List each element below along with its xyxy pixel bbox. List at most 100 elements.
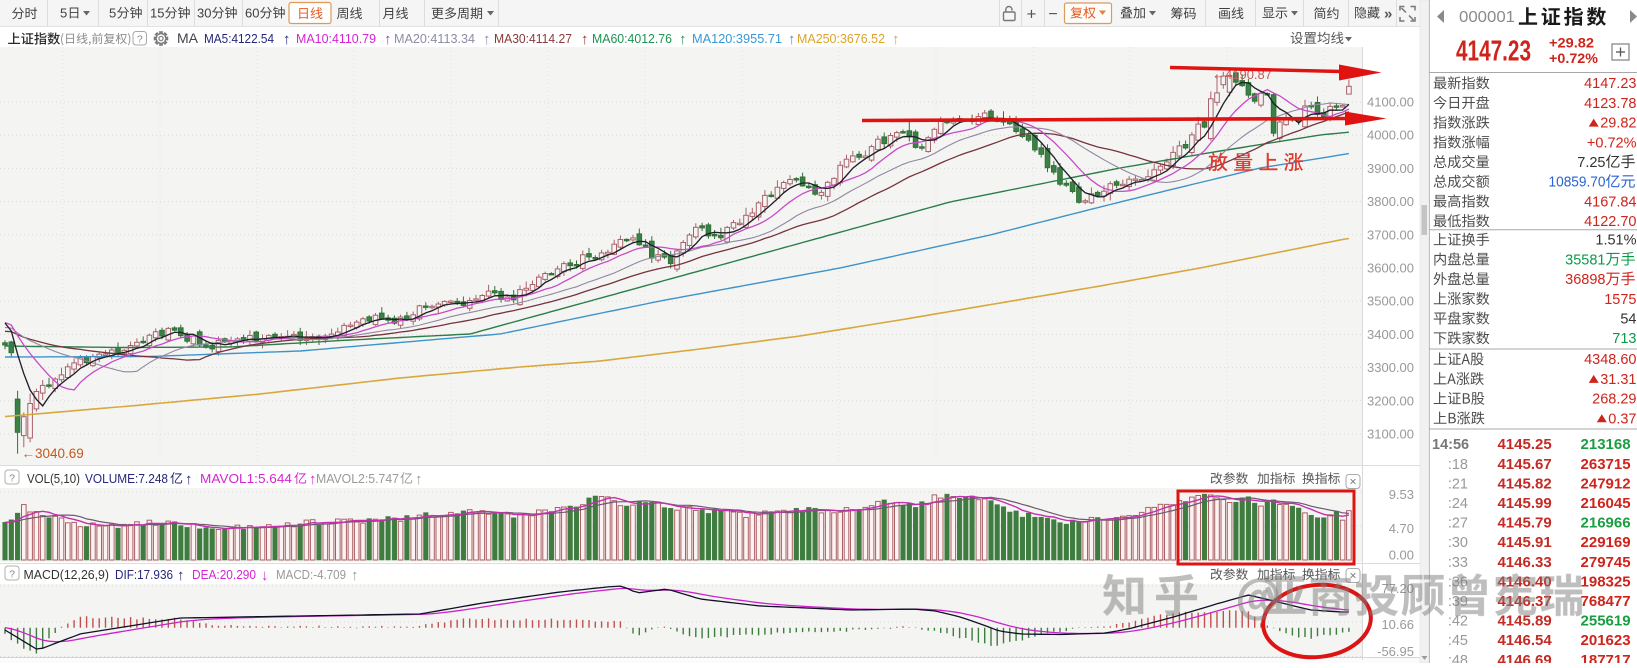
svg-text::21: :21 <box>1448 476 1468 492</box>
svg-text:?: ? <box>9 473 15 485</box>
svg-text:3300.00: 3300.00 <box>1367 360 1414 375</box>
svg-text:1.51%: 1.51% <box>1595 233 1636 249</box>
svg-text:14:56: 14:56 <box>1432 437 1469 453</box>
svg-text:4147.23: 4147.23 <box>1456 36 1531 68</box>
svg-text:?: ? <box>137 34 143 46</box>
svg-text:198325: 198325 <box>1581 573 1631 590</box>
svg-text:7.25: 7.25 <box>1577 155 1605 171</box>
svg-text:4348.60: 4348.60 <box>1584 352 1636 368</box>
svg-text:0.00: 0.00 <box>1389 548 1414 563</box>
svg-text:MAVOL1:5.644: MAVOL1:5.644 <box>200 471 292 486</box>
svg-text:←3040.69: ←3040.69 <box>22 446 84 461</box>
svg-text:−: − <box>1048 6 1057 23</box>
svg-text:4145.91: 4145.91 <box>1497 534 1551 551</box>
svg-text:9.53: 9.53 <box>1389 487 1414 502</box>
svg-text:3400.00: 3400.00 <box>1367 327 1414 342</box>
svg-text:1575: 1575 <box>1604 292 1636 308</box>
svg-text:↑: ↑ <box>788 31 796 48</box>
svg-text:4145.67: 4145.67 <box>1497 456 1551 473</box>
svg-text:MA20:4113.34: MA20:4113.34 <box>394 31 475 46</box>
svg-text:4145.99: 4145.99 <box>1497 495 1551 512</box>
svg-text:4145.25: 4145.25 <box>1497 436 1551 453</box>
svg-text:36898: 36898 <box>1565 272 1605 288</box>
svg-text:VOLUME:7.248: VOLUME:7.248 <box>85 471 168 486</box>
svg-text:10.66: 10.66 <box>1381 617 1414 632</box>
svg-text:31.31: 31.31 <box>1600 372 1636 388</box>
svg-text:MA60:4012.76: MA60:4012.76 <box>592 31 672 46</box>
svg-text:+29.82: +29.82 <box>1549 35 1594 51</box>
svg-text:MA5:4122.54: MA5:4122.54 <box>204 31 274 46</box>
svg-text:×: × <box>1349 475 1356 489</box>
svg-text:268.29: 268.29 <box>1592 392 1636 408</box>
svg-text::33: :33 <box>1448 555 1468 571</box>
svg-text:↑: ↑ <box>679 31 687 48</box>
svg-text:4167.84: 4167.84 <box>1584 194 1636 210</box>
svg-text:4122.70: 4122.70 <box>1584 214 1636 230</box>
svg-text::42: :42 <box>1448 614 1468 630</box>
svg-text::48: :48 <box>1448 653 1468 663</box>
svg-text:255619: 255619 <box>1581 613 1631 630</box>
svg-text:MACD(12,26,9): MACD(12,26,9) <box>24 567 110 582</box>
svg-text:3500.00: 3500.00 <box>1367 294 1414 309</box>
svg-text:5: 5 <box>109 6 116 21</box>
svg-text:↑: ↑ <box>309 471 317 488</box>
svg-text:60: 60 <box>245 6 259 21</box>
svg-text:MA120:3955.71: MA120:3955.71 <box>692 31 782 46</box>
svg-text:35581: 35581 <box>1565 252 1605 268</box>
svg-text:4145.89: 4145.89 <box>1497 613 1551 630</box>
svg-text:187717: 187717 <box>1581 652 1631 663</box>
svg-text:4000.00: 4000.00 <box>1367 128 1414 143</box>
svg-text:↑: ↑ <box>415 471 423 488</box>
svg-text:?: ? <box>9 569 15 581</box>
svg-text:MA250:3676.52: MA250:3676.52 <box>797 31 885 46</box>
svg-text:4147.23: 4147.23 <box>1584 76 1636 92</box>
svg-text:0.37: 0.37 <box>1608 411 1636 427</box>
svg-text::27: :27 <box>1448 516 1468 532</box>
svg-text:MA10:4110.79: MA10:4110.79 <box>296 31 376 46</box>
svg-text:201623: 201623 <box>1581 632 1631 649</box>
svg-text:10859.70: 10859.70 <box>1549 175 1606 191</box>
svg-text:247912: 247912 <box>1581 475 1631 492</box>
svg-text:MACD:-4.709: MACD:-4.709 <box>276 567 346 582</box>
svg-text:DEA:20.290: DEA:20.290 <box>192 567 256 582</box>
svg-text::45: :45 <box>1448 633 1468 649</box>
svg-text:↑: ↑ <box>581 31 589 48</box>
svg-text::24: :24 <box>1448 496 1468 512</box>
svg-text:↑: ↑ <box>351 567 359 584</box>
svg-text:29.82: 29.82 <box>1600 116 1636 132</box>
svg-text:+0.72%: +0.72% <box>1587 135 1637 151</box>
svg-text::30: :30 <box>1448 535 1468 551</box>
svg-text:»: » <box>1384 6 1392 23</box>
svg-text:DIF:17.936: DIF:17.936 <box>115 567 173 582</box>
svg-text:-56.95: -56.95 <box>1377 644 1414 659</box>
svg-text:4146.69: 4146.69 <box>1497 652 1551 663</box>
svg-text:54: 54 <box>1620 312 1636 328</box>
svg-text:216966: 216966 <box>1581 515 1631 532</box>
svg-text:15: 15 <box>150 6 164 21</box>
svg-text:213168: 213168 <box>1581 436 1631 453</box>
svg-text:768477: 768477 <box>1581 593 1631 610</box>
svg-text:3700.00: 3700.00 <box>1367 227 1414 242</box>
svg-text:MA30:4114.27: MA30:4114.27 <box>494 31 572 46</box>
svg-text:3900.00: 3900.00 <box>1367 161 1414 176</box>
svg-text:↑: ↑ <box>483 31 491 48</box>
svg-text:×: × <box>1349 569 1356 583</box>
svg-text:3100.00: 3100.00 <box>1367 427 1414 442</box>
svg-text:↑: ↑ <box>283 31 291 48</box>
svg-text:↑: ↑ <box>185 471 193 488</box>
svg-text::18: :18 <box>1448 457 1468 473</box>
svg-text:216045: 216045 <box>1581 495 1631 512</box>
svg-text:4100.00: 4100.00 <box>1367 95 1414 110</box>
svg-text:4146.54: 4146.54 <box>1497 632 1552 649</box>
svg-text:4146.33: 4146.33 <box>1497 554 1551 571</box>
svg-text:5: 5 <box>60 6 67 21</box>
svg-text:↑: ↑ <box>892 31 900 48</box>
svg-text:3800.00: 3800.00 <box>1367 194 1414 209</box>
svg-text:4123.78: 4123.78 <box>1584 96 1636 112</box>
svg-text:263715: 263715 <box>1581 456 1631 473</box>
svg-text:VOL(5,10): VOL(5,10) <box>27 471 80 486</box>
svg-text:+: + <box>1027 5 1037 24</box>
svg-text:713: 713 <box>1612 331 1636 347</box>
svg-text:↓: ↓ <box>261 567 269 584</box>
svg-text:↑: ↑ <box>384 31 392 48</box>
